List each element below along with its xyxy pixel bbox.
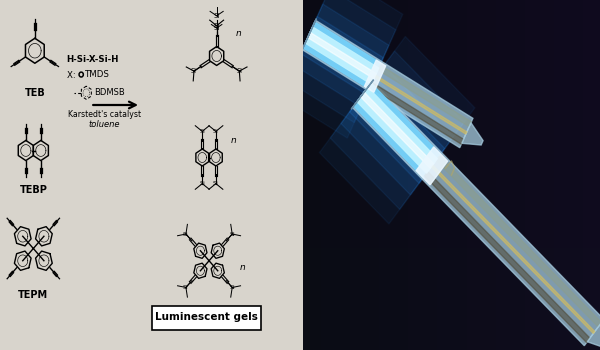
Polygon shape: [361, 92, 434, 168]
Polygon shape: [353, 81, 600, 346]
Text: Si: Si: [183, 285, 189, 290]
Text: Si: Si: [183, 231, 189, 237]
Text: TEB: TEB: [25, 88, 45, 98]
Polygon shape: [354, 83, 440, 177]
Polygon shape: [431, 165, 595, 334]
Polygon shape: [288, 0, 396, 122]
Polygon shape: [357, 87, 437, 173]
Text: n: n: [239, 263, 245, 272]
Text: Karstedt's catalyst: Karstedt's catalyst: [68, 110, 141, 119]
Text: TMDS: TMDS: [85, 70, 110, 79]
Polygon shape: [378, 65, 472, 127]
Polygon shape: [462, 123, 483, 145]
Polygon shape: [350, 77, 445, 183]
Polygon shape: [374, 75, 467, 134]
Polygon shape: [303, 22, 381, 89]
Text: Si: Si: [236, 68, 242, 74]
Polygon shape: [330, 51, 464, 209]
Polygon shape: [305, 27, 379, 84]
Text: Si: Si: [199, 129, 205, 134]
Polygon shape: [364, 60, 386, 92]
Polygon shape: [436, 156, 600, 327]
Text: toluene: toluene: [89, 120, 120, 129]
Text: Si: Si: [191, 68, 197, 74]
Text: BDMSB: BDMSB: [95, 88, 125, 97]
Text: TEPM: TEPM: [18, 290, 49, 300]
FancyBboxPatch shape: [151, 306, 260, 330]
Text: X:: X:: [67, 71, 79, 80]
Polygon shape: [370, 82, 464, 144]
Polygon shape: [295, 4, 389, 107]
Text: Si: Si: [214, 13, 220, 19]
Polygon shape: [301, 19, 317, 51]
Polygon shape: [308, 32, 376, 79]
Polygon shape: [302, 20, 473, 148]
Text: Si: Si: [229, 231, 235, 237]
Text: Si: Si: [213, 129, 219, 134]
Polygon shape: [341, 65, 454, 195]
Polygon shape: [587, 323, 600, 348]
Polygon shape: [351, 80, 374, 109]
Polygon shape: [424, 172, 590, 343]
Text: Si: Si: [199, 181, 205, 186]
Polygon shape: [416, 147, 448, 185]
Text: Si: Si: [214, 25, 220, 31]
Polygon shape: [301, 16, 383, 95]
Text: H-Si-X-Si-H: H-Si-X-Si-H: [66, 55, 119, 64]
Text: n: n: [231, 136, 236, 145]
Text: Si: Si: [214, 23, 220, 29]
Polygon shape: [319, 36, 475, 224]
Polygon shape: [281, 0, 403, 138]
Text: n: n: [235, 29, 241, 38]
Text: Si: Si: [213, 181, 219, 186]
Text: TEBP: TEBP: [19, 185, 47, 195]
Text: Luminescent gels: Luminescent gels: [155, 313, 257, 322]
Text: Si: Si: [229, 285, 235, 290]
